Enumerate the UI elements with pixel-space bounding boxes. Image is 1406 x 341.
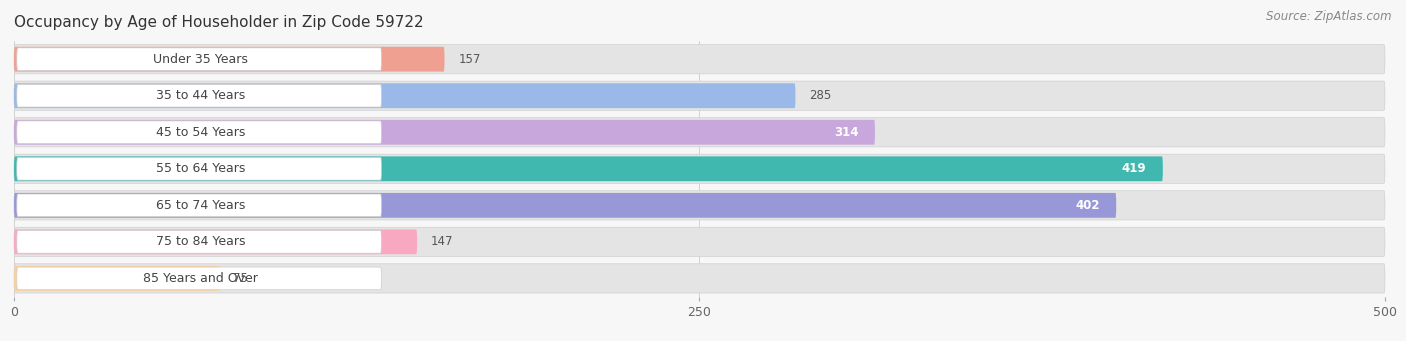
- Text: 55 to 64 Years: 55 to 64 Years: [156, 162, 245, 175]
- FancyBboxPatch shape: [14, 191, 1385, 220]
- FancyBboxPatch shape: [14, 193, 1116, 218]
- FancyBboxPatch shape: [17, 194, 381, 217]
- Text: 402: 402: [1076, 199, 1099, 212]
- Text: Under 35 Years: Under 35 Years: [153, 53, 247, 66]
- Text: 285: 285: [810, 89, 831, 102]
- Text: 65 to 74 Years: 65 to 74 Years: [156, 199, 245, 212]
- FancyBboxPatch shape: [14, 83, 796, 108]
- FancyBboxPatch shape: [17, 121, 381, 144]
- Text: Occupancy by Age of Householder in Zip Code 59722: Occupancy by Age of Householder in Zip C…: [14, 15, 423, 30]
- Text: 75 to 84 Years: 75 to 84 Years: [156, 235, 245, 248]
- FancyBboxPatch shape: [17, 48, 381, 71]
- FancyBboxPatch shape: [17, 85, 381, 107]
- Text: Source: ZipAtlas.com: Source: ZipAtlas.com: [1267, 10, 1392, 23]
- FancyBboxPatch shape: [14, 81, 1385, 110]
- FancyBboxPatch shape: [14, 45, 1385, 74]
- Text: 157: 157: [458, 53, 481, 66]
- Text: 45 to 54 Years: 45 to 54 Years: [156, 126, 245, 139]
- FancyBboxPatch shape: [17, 231, 381, 253]
- FancyBboxPatch shape: [14, 120, 875, 145]
- FancyBboxPatch shape: [14, 47, 444, 72]
- FancyBboxPatch shape: [14, 229, 418, 254]
- Text: 314: 314: [834, 126, 859, 139]
- Text: 85 Years and Over: 85 Years and Over: [143, 272, 257, 285]
- FancyBboxPatch shape: [14, 157, 1163, 181]
- FancyBboxPatch shape: [14, 264, 1385, 293]
- FancyBboxPatch shape: [14, 266, 219, 291]
- FancyBboxPatch shape: [14, 154, 1385, 183]
- Text: 419: 419: [1122, 162, 1146, 175]
- FancyBboxPatch shape: [17, 267, 381, 290]
- FancyBboxPatch shape: [14, 227, 1385, 256]
- FancyBboxPatch shape: [17, 158, 381, 180]
- Text: 35 to 44 Years: 35 to 44 Years: [156, 89, 245, 102]
- Text: 75: 75: [233, 272, 249, 285]
- FancyBboxPatch shape: [14, 118, 1385, 147]
- Text: 147: 147: [430, 235, 453, 248]
